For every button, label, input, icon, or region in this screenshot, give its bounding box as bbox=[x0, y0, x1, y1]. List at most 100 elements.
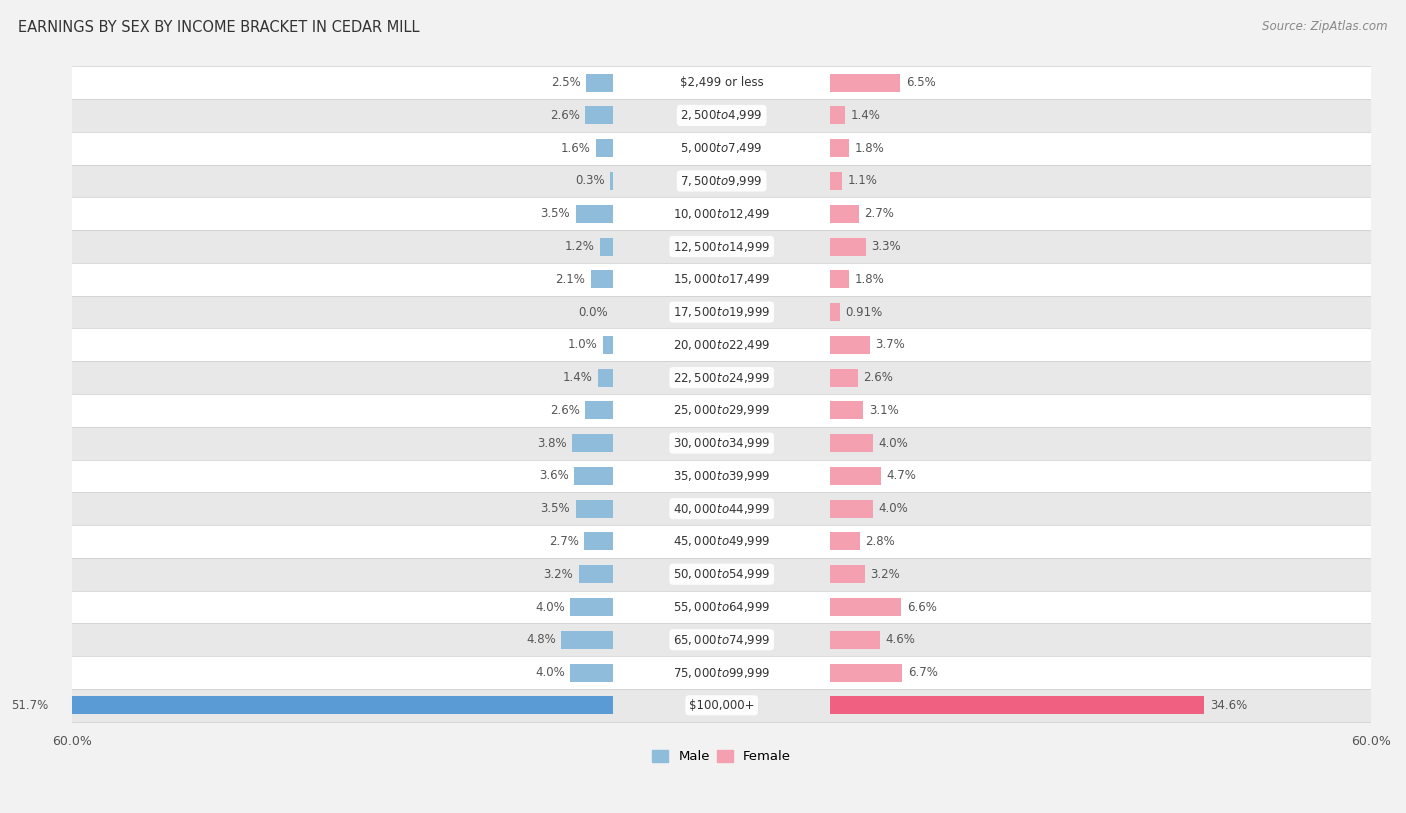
Text: 3.8%: 3.8% bbox=[537, 437, 567, 450]
Bar bbox=[72, 296, 1371, 328]
Bar bbox=[585, 107, 613, 124]
Text: $100,000+: $100,000+ bbox=[689, 699, 755, 712]
Bar bbox=[830, 270, 849, 289]
Text: 4.8%: 4.8% bbox=[526, 633, 555, 646]
Text: 1.6%: 1.6% bbox=[561, 141, 591, 154]
Text: 4.0%: 4.0% bbox=[879, 502, 908, 515]
Text: 4.0%: 4.0% bbox=[534, 666, 565, 679]
Bar bbox=[591, 270, 613, 289]
Bar bbox=[830, 533, 860, 550]
Text: 1.0%: 1.0% bbox=[568, 338, 598, 351]
Text: $20,000 to $22,499: $20,000 to $22,499 bbox=[673, 338, 770, 352]
Text: 4.6%: 4.6% bbox=[886, 633, 915, 646]
Text: 2.7%: 2.7% bbox=[865, 207, 894, 220]
Text: 3.3%: 3.3% bbox=[870, 240, 901, 253]
Text: 4.7%: 4.7% bbox=[886, 469, 917, 482]
Bar bbox=[72, 624, 1371, 656]
Bar bbox=[72, 198, 1371, 230]
Text: $30,000 to $34,999: $30,000 to $34,999 bbox=[673, 436, 770, 450]
Text: 34.6%: 34.6% bbox=[1209, 699, 1247, 712]
Text: 1.8%: 1.8% bbox=[855, 273, 884, 286]
Text: 3.5%: 3.5% bbox=[540, 502, 569, 515]
Text: $17,500 to $19,999: $17,500 to $19,999 bbox=[673, 305, 770, 319]
Text: EARNINGS BY SEX BY INCOME BRACKET IN CEDAR MILL: EARNINGS BY SEX BY INCOME BRACKET IN CED… bbox=[18, 20, 420, 35]
Bar bbox=[586, 74, 613, 92]
Bar bbox=[72, 656, 1371, 689]
Text: 4.0%: 4.0% bbox=[879, 437, 908, 450]
Text: $35,000 to $39,999: $35,000 to $39,999 bbox=[673, 469, 770, 483]
Bar bbox=[72, 427, 1371, 459]
Text: 0.91%: 0.91% bbox=[845, 306, 883, 319]
Bar bbox=[72, 590, 1371, 624]
Bar bbox=[830, 402, 863, 420]
Bar bbox=[561, 631, 613, 649]
Text: 1.8%: 1.8% bbox=[855, 141, 884, 154]
Bar bbox=[830, 107, 845, 124]
Bar bbox=[830, 434, 873, 452]
Bar bbox=[72, 361, 1371, 394]
Text: 1.4%: 1.4% bbox=[851, 109, 880, 122]
Bar bbox=[72, 459, 1371, 493]
Text: 2.6%: 2.6% bbox=[863, 371, 893, 384]
Bar bbox=[830, 500, 873, 518]
Text: 1.4%: 1.4% bbox=[562, 371, 593, 384]
Text: 3.5%: 3.5% bbox=[540, 207, 569, 220]
Bar bbox=[830, 631, 880, 649]
Bar bbox=[72, 67, 1371, 99]
Text: 2.8%: 2.8% bbox=[866, 535, 896, 548]
Bar bbox=[72, 132, 1371, 164]
Bar bbox=[603, 336, 613, 354]
Bar bbox=[830, 467, 880, 485]
Text: $40,000 to $44,999: $40,000 to $44,999 bbox=[673, 502, 770, 515]
Text: $22,500 to $24,999: $22,500 to $24,999 bbox=[673, 371, 770, 385]
Text: Source: ZipAtlas.com: Source: ZipAtlas.com bbox=[1263, 20, 1388, 33]
Text: $50,000 to $54,999: $50,000 to $54,999 bbox=[673, 567, 770, 581]
Bar bbox=[579, 565, 613, 583]
Text: $2,499 or less: $2,499 or less bbox=[679, 76, 763, 89]
Bar bbox=[575, 500, 613, 518]
Text: 51.7%: 51.7% bbox=[11, 699, 48, 712]
Text: 3.1%: 3.1% bbox=[869, 404, 898, 417]
Text: 6.7%: 6.7% bbox=[908, 666, 938, 679]
Bar bbox=[599, 368, 613, 387]
Bar bbox=[830, 172, 842, 190]
Text: $10,000 to $12,499: $10,000 to $12,499 bbox=[673, 207, 770, 221]
Legend: Male, Female: Male, Female bbox=[647, 745, 796, 768]
Bar bbox=[72, 394, 1371, 427]
Bar bbox=[830, 74, 900, 92]
Text: 2.1%: 2.1% bbox=[555, 273, 585, 286]
Text: 2.6%: 2.6% bbox=[550, 404, 579, 417]
Bar bbox=[72, 99, 1371, 132]
Text: 3.7%: 3.7% bbox=[876, 338, 905, 351]
Text: 3.2%: 3.2% bbox=[870, 567, 900, 580]
Text: 3.2%: 3.2% bbox=[544, 567, 574, 580]
Text: 1.1%: 1.1% bbox=[848, 175, 877, 188]
Bar bbox=[585, 402, 613, 420]
Bar bbox=[830, 205, 859, 223]
Bar bbox=[53, 696, 613, 715]
Bar bbox=[72, 525, 1371, 558]
Bar bbox=[575, 205, 613, 223]
Bar bbox=[830, 139, 849, 157]
Text: $2,500 to $4,999: $2,500 to $4,999 bbox=[681, 108, 763, 123]
Bar bbox=[72, 164, 1371, 198]
Text: 3.6%: 3.6% bbox=[540, 469, 569, 482]
Bar bbox=[572, 434, 613, 452]
Bar bbox=[72, 263, 1371, 296]
Text: 2.7%: 2.7% bbox=[548, 535, 579, 548]
Text: $7,500 to $9,999: $7,500 to $9,999 bbox=[681, 174, 763, 188]
Bar bbox=[72, 328, 1371, 361]
Bar bbox=[596, 139, 613, 157]
Bar bbox=[830, 237, 866, 255]
Bar bbox=[830, 336, 870, 354]
Text: 2.6%: 2.6% bbox=[550, 109, 579, 122]
Bar bbox=[610, 172, 613, 190]
Bar bbox=[72, 558, 1371, 590]
Bar bbox=[830, 663, 903, 681]
Bar bbox=[575, 467, 613, 485]
Bar bbox=[830, 303, 839, 321]
Text: $65,000 to $74,999: $65,000 to $74,999 bbox=[673, 633, 770, 647]
Bar bbox=[72, 230, 1371, 263]
Text: 0.3%: 0.3% bbox=[575, 175, 605, 188]
Bar bbox=[830, 368, 858, 387]
